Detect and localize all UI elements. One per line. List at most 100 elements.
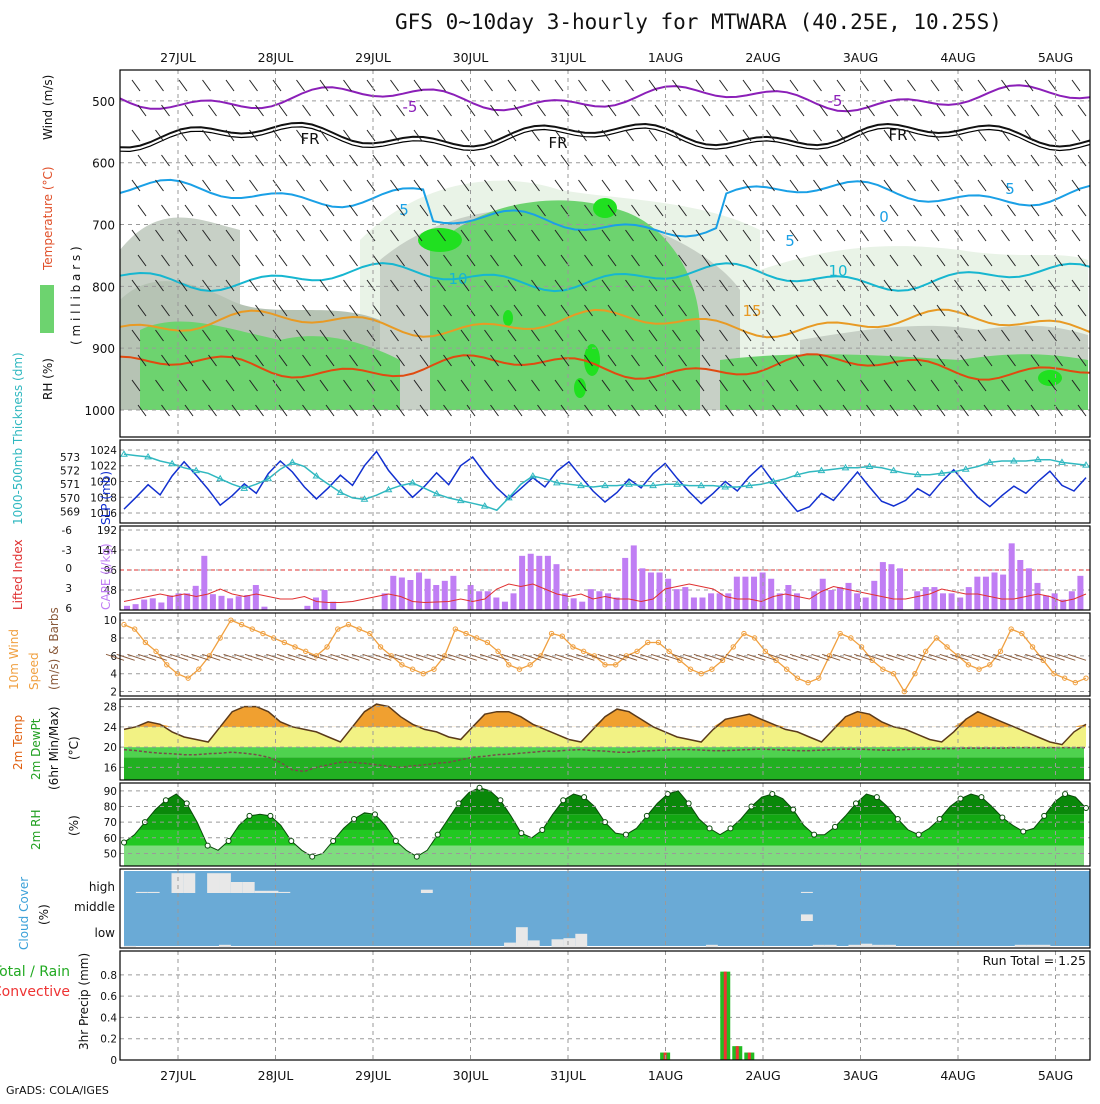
wind-barb-10m	[340, 653, 360, 661]
tick-wind-4: 4	[110, 669, 117, 681]
wind-barb-10m	[982, 653, 1001, 661]
wind-barb-profile	[719, 329, 728, 342]
wind-barb-profile	[836, 379, 846, 392]
wind-barb-profile	[907, 329, 916, 342]
wind-barb-profile	[460, 229, 470, 242]
thickness-marker	[961, 465, 970, 472]
ylabel-2m-temp: 2m Temp	[11, 715, 25, 770]
tick-slp-1016: 1016	[90, 508, 117, 520]
time-label-bottom-5AUG: 5AUG	[1038, 1068, 1073, 1083]
rh-marker	[811, 831, 818, 838]
wind-barb-10m	[169, 653, 189, 661]
cape-bar	[879, 562, 886, 610]
wind-barb-profile	[296, 379, 305, 392]
wind-barb-profile	[137, 254, 147, 267]
wind-barb-profile	[343, 129, 352, 142]
tick-slp-1018: 1018	[90, 492, 117, 504]
wind-barb-profile	[930, 179, 940, 192]
wind-barb-profile	[1007, 354, 1016, 367]
cape-bar	[321, 590, 328, 610]
cape-bar	[785, 585, 792, 610]
cape-bar	[587, 589, 594, 610]
wind-barb-profile	[302, 154, 311, 167]
wind-barb-10m	[234, 653, 253, 661]
wind-barb-profile	[766, 329, 775, 342]
wind-barb-profile	[419, 254, 429, 267]
rh-marker	[413, 853, 420, 860]
cloud-bar-low	[527, 940, 540, 947]
wind-barb-profile	[678, 354, 687, 367]
wind-barb-10m	[918, 653, 937, 661]
cloud-bar-high	[207, 873, 220, 893]
wind-barb-profile	[883, 329, 893, 342]
wind-barb-10m	[661, 653, 680, 661]
thickness-marker	[553, 478, 561, 486]
time-label-bottom-4AUG: 4AUG	[940, 1068, 975, 1083]
wind-barb-profile	[366, 179, 376, 192]
tick-thickness-573: 573	[60, 452, 80, 464]
thickness-marker	[649, 481, 657, 489]
thickness-marker	[432, 489, 441, 497]
wind-speed-marker	[474, 635, 480, 641]
wind-barb-profile	[742, 279, 752, 292]
wind-barb-profile	[913, 254, 922, 267]
cloud-background	[124, 871, 1090, 946]
ylabel-thickness: 1000-500mb Thickness (dm)	[11, 352, 25, 525]
wind-speed-marker	[570, 644, 576, 650]
wind-barb-profile	[419, 404, 429, 417]
wind-speed-marker	[452, 626, 459, 632]
wind-barb-profile	[319, 129, 329, 142]
precip-legend-convective: Convective	[0, 984, 70, 1000]
wind-speed-marker	[260, 630, 266, 637]
wind-barb-profile	[302, 404, 311, 417]
time-label-bottom-31JUL: 31JUL	[550, 1068, 586, 1083]
wind-speed-marker	[965, 662, 972, 668]
wind-barb-10m	[394, 653, 413, 661]
wind-speed-marker	[174, 670, 181, 677]
cape-bar	[579, 601, 586, 610]
wind-barb-profile	[372, 204, 382, 217]
time-label-bottom-3AUG: 3AUG	[843, 1068, 878, 1083]
tick-temp-28: 28	[104, 702, 117, 714]
wind-barb-profile	[883, 229, 893, 242]
wind-barb-profile	[413, 179, 423, 192]
wind-barb-profile	[672, 279, 681, 292]
wind-barb-profile	[631, 104, 640, 117]
wind-barb-profile	[202, 79, 211, 92]
wind-barb-profile	[625, 329, 634, 342]
wind-barb-profile	[960, 354, 969, 367]
tick-wind-8: 8	[110, 633, 117, 645]
cloud-bar-high	[171, 873, 184, 893]
wind-speed-marker	[121, 621, 127, 628]
thickness-marker	[336, 488, 345, 495]
wind-speed-marker	[901, 688, 907, 695]
wind-barb-profile	[1048, 329, 1057, 342]
cape-bar	[562, 593, 569, 610]
wind-speed-marker	[131, 626, 138, 632]
wind-barb-10m	[554, 653, 574, 661]
wind-barb-profile	[255, 154, 264, 167]
wind-barb-profile	[1007, 304, 1016, 317]
cape-bar	[244, 595, 251, 610]
wind-barb-profile	[813, 79, 822, 92]
wind-barb-profile	[319, 279, 329, 292]
wind-barb-profile	[889, 254, 899, 267]
wind-barb-profile	[813, 279, 822, 292]
rh-marker	[978, 794, 985, 801]
wind-barb-profile	[554, 129, 564, 142]
wind-barb-profile	[907, 79, 916, 92]
wind-barb-profile	[443, 404, 452, 417]
wind-barb-profile	[372, 104, 382, 117]
wind-barb-profile	[1030, 104, 1040, 117]
wind-barb-profile	[860, 329, 869, 342]
wind-barb-profile	[631, 254, 640, 267]
cloud-bar-low	[872, 944, 885, 947]
wind-speed-marker	[634, 648, 640, 655]
cloud-bar-high	[242, 882, 255, 893]
rh-shade-region-3	[430, 200, 700, 410]
thickness-marker	[216, 474, 225, 482]
wind-barb-10m	[907, 653, 926, 661]
wind-speed-marker	[463, 630, 469, 637]
wind-barb-profile	[255, 404, 264, 417]
wind-barb-profile	[625, 379, 634, 392]
